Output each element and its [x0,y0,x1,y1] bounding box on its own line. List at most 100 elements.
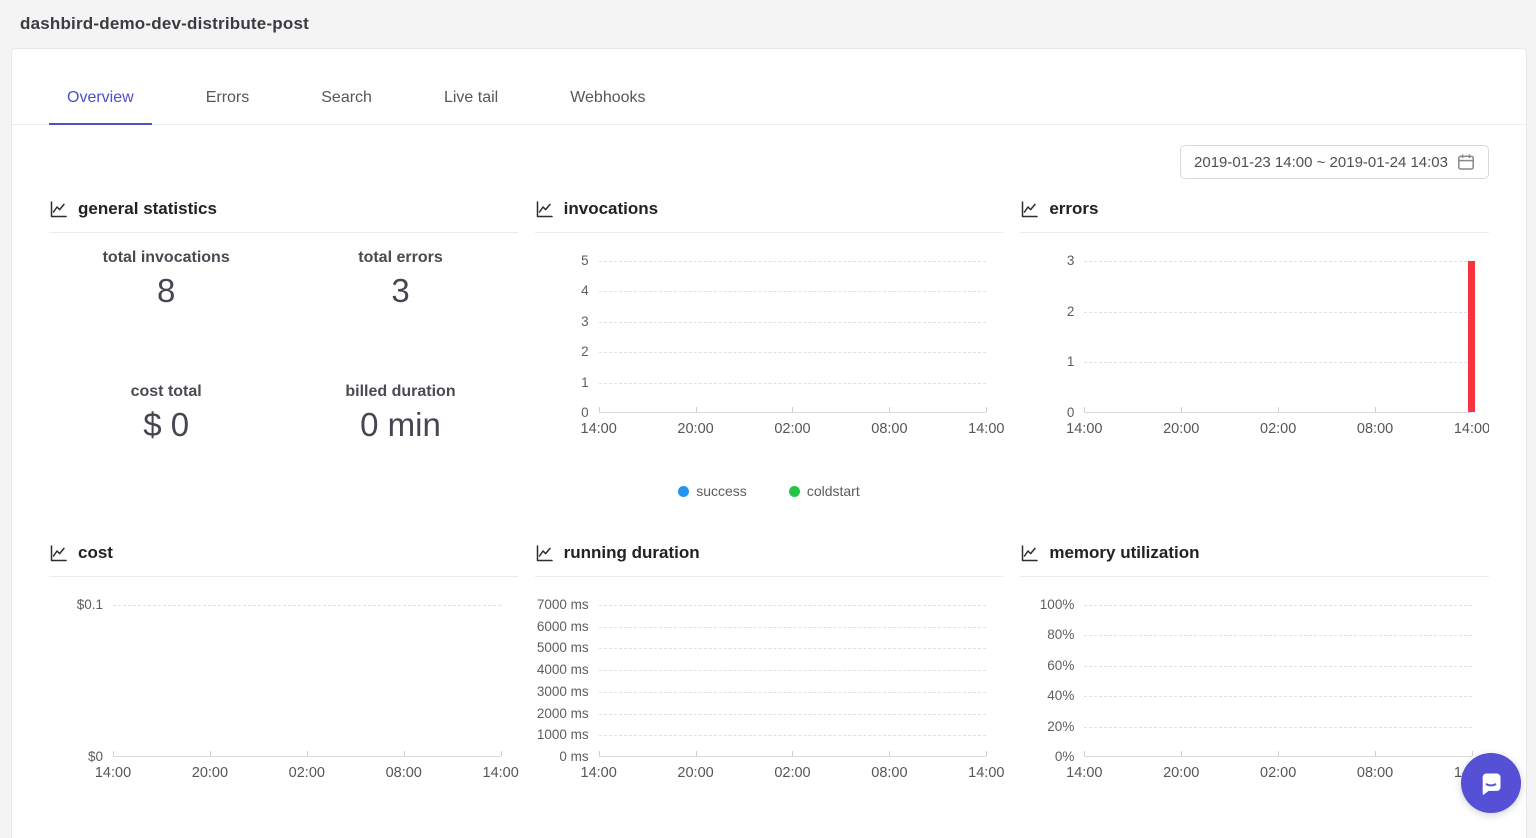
legend-item-coldstart[interactable]: coldstart [788,483,860,499]
gridline [598,261,987,262]
tab-search[interactable]: Search [321,89,372,106]
line-chart-icon [1022,200,1039,217]
y-axis-label: $0 [87,749,103,764]
x-axis-tick [1278,407,1280,412]
plot-region [598,605,988,757]
panel-title: cost [78,543,113,562]
panel-errors: errors 3 2 1 0 14:00 20:00 02:00 08:00 14:00 [1020,199,1489,499]
stat-label: total errors [358,249,443,266]
x-axis-label: 08:00 [385,765,422,781]
coldstart-dot [788,485,800,497]
y-axis-label: 80% [1047,627,1075,643]
legend-item-success[interactable]: success [678,483,747,499]
stats-grid: total invocations 8 total errors 3 cost tota… [49,233,518,444]
x-axis-tick [598,751,600,756]
gridline [1084,635,1472,637]
y-axis-label: 7000 ms [536,597,589,612]
cost-plot-area: $0.1 $0 [49,597,518,764]
plot-region [1084,261,1476,413]
line-chart-icon [50,544,67,561]
line-chart-icon [50,200,67,217]
panel-header: cost [49,543,518,577]
errors-chart: 3 2 1 0 14:00 20:00 02:00 08:00 14:00 [1020,233,1489,439]
line-chart-icon [536,200,553,217]
x-axis-tick [986,407,988,412]
x-axis-label: 02:00 [288,765,325,781]
intercom-launcher[interactable] [1461,753,1521,813]
stat-item: cost total $ 0 [49,383,283,444]
gridline [598,321,987,323]
x-axis-label: 20:00 [1163,765,1200,781]
gridline [598,713,987,715]
line-chart-icon [1022,544,1039,561]
y-axis: 5 4 3 2 1 0 [535,253,599,420]
tab-overview[interactable]: Overview [49,89,152,125]
panel-running-duration: running duration 7000 ms 6000 ms 5000 ms 40… [534,543,1005,783]
y-axis-label: 4000 ms [536,662,589,678]
date-range-value: 2019-01-23 14:00 ~ 2019-01-24 14:03 [1194,153,1448,171]
date-range-picker[interactable]: 2019-01-23 14:00 ~ 2019-01-24 14:03 [1180,145,1489,179]
y-axis-label: 1 [1066,354,1075,370]
x-axis-tick [986,751,988,756]
panel-title: running duration [563,543,700,562]
y-axis-label: 0 ms [559,749,589,764]
x-axis-label: 02:00 [1260,765,1297,781]
x-axis-tick [1375,751,1377,756]
panel-cost: cost $0.1 $0 14:00 20:00 02:00 08:00 14:00 [49,543,519,783]
gridline [598,605,987,606]
invocations-chart: 5 4 3 2 1 0 14:00 20:00 02:00 08:00 14:00 success co… [535,233,1005,499]
y-axis-label: 0 [581,405,589,420]
y-axis-label: 3 [581,313,589,329]
gridline [113,605,501,606]
panel-header: invocations [534,199,1004,233]
stat-label: billed duration [345,383,456,400]
running-duration-plot-area: 7000 ms 6000 ms 5000 ms 4000 ms 3000 ms 2000 … [535,597,1004,764]
y-axis: 3 2 1 0 [1020,253,1084,420]
plot-region [1084,605,1473,757]
y-axis-label: 0 [1066,405,1075,420]
x-axis-label: 14:00 [1066,765,1103,781]
x-axis-label: 20:00 [1163,421,1200,437]
panel-title: general statistics [78,199,217,218]
x-axis-label: 14:00 [94,765,132,781]
gridline [598,648,987,650]
x-axis-tick [695,751,697,756]
y-axis-label: 3 [1066,253,1075,268]
cost-chart: $0.1 $0 14:00 20:00 02:00 08:00 14:00 [49,577,519,783]
x-axis-tick [1181,407,1183,412]
x-axis-label: 02:00 [774,421,811,437]
panel-header: errors [1020,199,1489,233]
invocations-plot-area: 5 4 3 2 1 0 [535,253,1004,420]
x-axis-label: 08:00 [871,421,908,437]
panel-title: errors [1049,199,1099,218]
x-axis-labels: 14:00 20:00 02:00 08:00 14:00 [581,421,1005,439]
x-axis-tick [889,407,891,412]
y-axis-label: 3000 ms [536,683,589,699]
x-axis-tick [1375,407,1377,412]
gridline [598,382,987,384]
legend-label: coldstart [806,483,860,499]
y-axis-label: 2000 ms [536,705,589,721]
x-axis-tick [792,407,794,412]
panel-header: general statistics [49,199,518,233]
legend-label: success [696,483,747,499]
running-duration-chart: 7000 ms 6000 ms 5000 ms 4000 ms 3000 ms 2000 … [535,577,1005,783]
tab-live-tail[interactable]: Live tail [443,89,499,106]
gridline [1084,362,1472,364]
y-axis-label: 5 [581,253,589,268]
y-axis-label: 1000 ms [536,727,589,743]
gridline [598,735,987,737]
stat-value: 3 [391,272,410,309]
y-axis-label: 1 [581,374,589,390]
tab-errors[interactable]: Errors [205,89,250,106]
gridline [1084,696,1472,698]
y-axis-label: 4 [581,283,589,299]
tab-webhooks[interactable]: Webhooks [570,89,646,106]
gridline [598,291,987,293]
panel-title: invocations [563,199,659,218]
stat-item: total invocations 8 [49,249,283,310]
x-axis-label: 08:00 [1356,421,1394,437]
x-axis-tick [1181,751,1183,756]
